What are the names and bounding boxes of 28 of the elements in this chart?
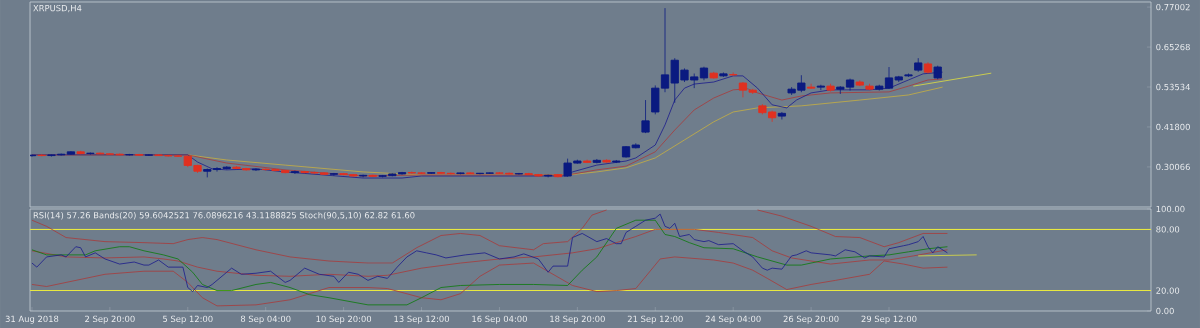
x-tick-label: 5 Sep 12:00 (163, 315, 213, 324)
x-tick-label: 24 Sep 04:00 (705, 315, 761, 324)
line-series (31, 213, 948, 293)
x-tick-label: 26 Sep 20:00 (783, 315, 839, 324)
y-tick-label: 0.65268 (1156, 43, 1190, 51)
x-tick-label: 16 Sep 04:00 (472, 315, 527, 324)
candlestick (806, 83, 816, 90)
y-tick-label: 0.41800 (1156, 123, 1190, 131)
chart-title: XRPUSD,H4 (33, 4, 82, 13)
y-tick-label: 0.30066 (1156, 163, 1190, 171)
y-tick-label: 80.00 (1156, 226, 1180, 233)
y-tick-label: 20.00 (1156, 287, 1180, 294)
x-tick-label: 10 Sep 20:00 (316, 315, 372, 324)
y-tick-label: 100.00 (1156, 205, 1185, 213)
x-tick-label: 2 Sep 20:00 (85, 315, 135, 324)
x-tick-label: 13 Sep 12:00 (394, 315, 449, 324)
y-tick-label: 0.00 (1156, 307, 1174, 315)
x-tick-label: 18 Sep 20:00 (550, 315, 605, 324)
x-tick-label: 8 Sep 04:00 (240, 315, 291, 324)
chart-title: RSI(14) 57.26 Bands(20) 59.6042521 76.0896216 43.1188825 Stoch(90,5,10) 62.82 61.60 (33, 211, 415, 220)
x-tick-label: 31 Aug 2018 (5, 315, 59, 324)
y-tick-label: 0.53534 (1156, 83, 1190, 91)
x-tick-label: 21 Sep 12:00 (627, 315, 683, 324)
candlestick (329, 172, 339, 177)
candlestick (777, 111, 786, 120)
candlestick (641, 99, 650, 134)
y-tick-label: 0.77002 (1156, 3, 1190, 11)
x-tick-label: 29 Sep 12:00 (861, 315, 917, 324)
